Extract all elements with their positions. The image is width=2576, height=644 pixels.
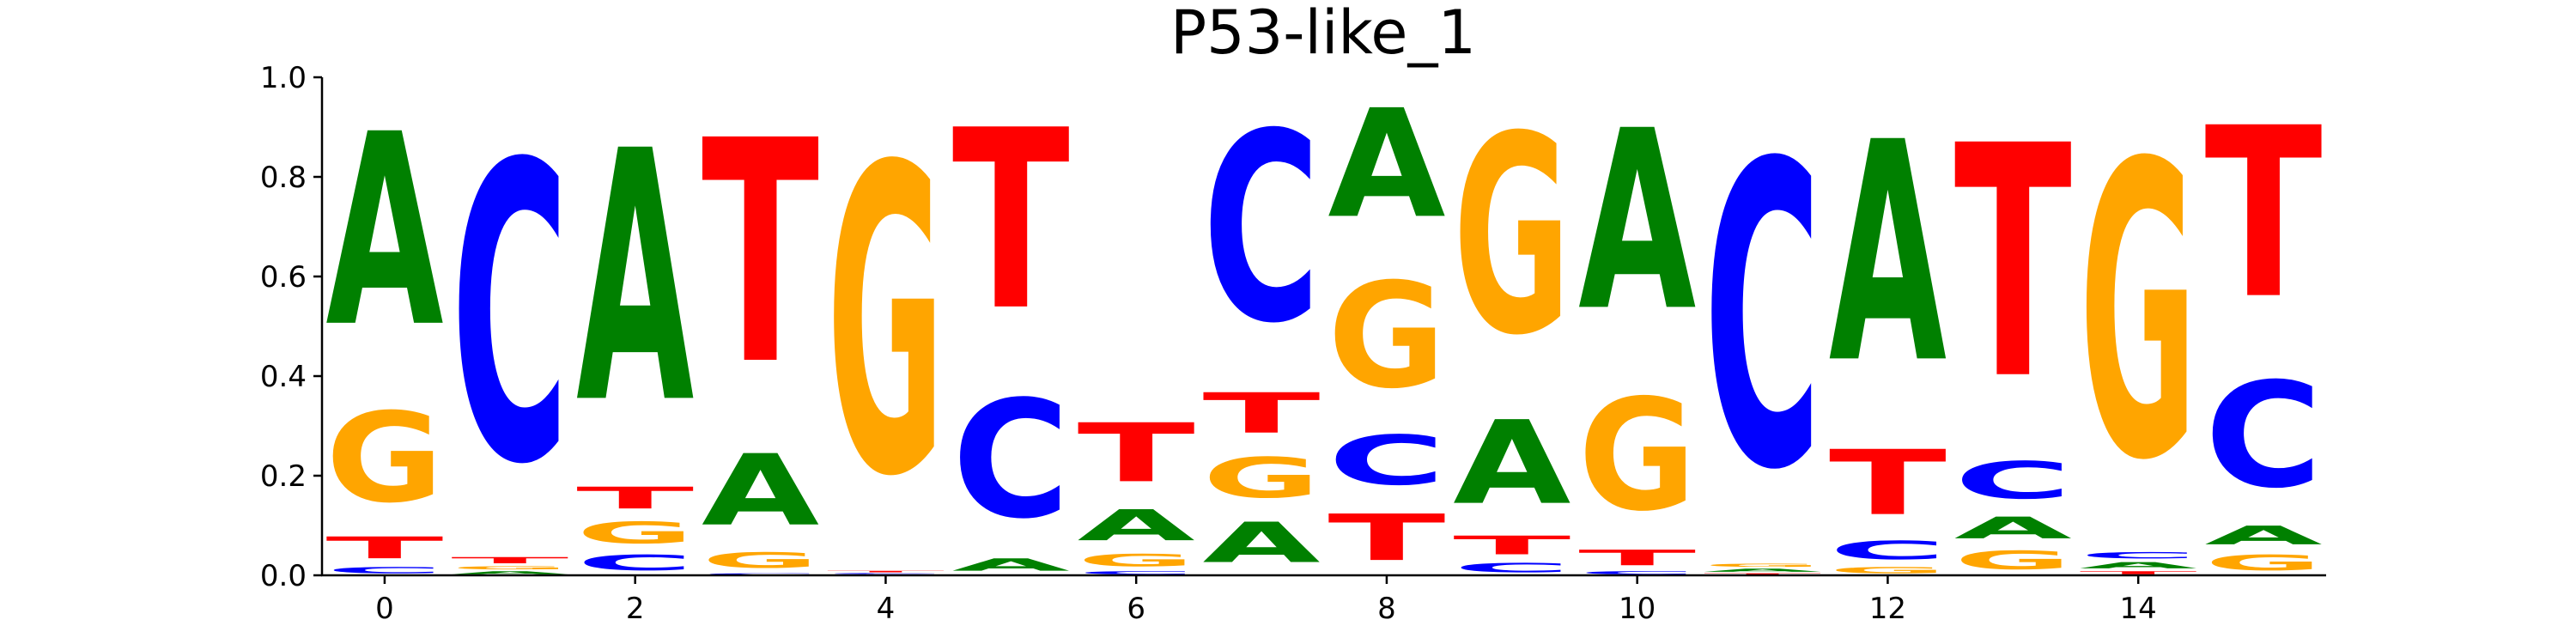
logo-letter-T-pos-4: T [827,570,945,573]
logo-letter-A-pos-15: A [2205,520,2323,550]
y-tick-label: 0.0 [260,559,307,593]
logo-letter-T-pos-6: T [1078,406,1195,501]
x-tick-label: 12 [1869,592,1906,626]
logo-letter-C-pos-8: C [1327,421,1445,500]
logo-letter-C-pos-12: C [1829,536,1947,566]
logo-letter-C-pos-0: C [325,565,443,575]
logo-letter-T-pos-8: T [1327,501,1445,575]
logo-letter-G-pos-8: G [1327,252,1445,421]
logo-letter-A-pos-14: A [2080,561,2197,571]
logo-letter-A-pos-3: A [702,434,819,548]
logo-letter-G-pos-2: G [576,516,694,550]
logo-letter-A-pos-5: A [952,555,1070,574]
logo-letter-G-pos-1: G [451,565,568,570]
x-tick-label: 2 [626,592,645,626]
logo-letter-A-pos-7: A [1203,511,1321,575]
y-tick-label: 0.2 [260,459,307,494]
logo-letter-C-pos-14: C [2080,550,2197,561]
y-tick-label: 0.4 [260,360,307,394]
logo-letter-A-pos-9: A [1453,397,1571,531]
x-tick-label: 10 [1619,592,1656,626]
logo-letter-T-pos-5: T [952,77,1070,365]
logo-letter-T-pos-12: T [1829,431,1947,536]
logo-letter-T-pos-7: T [1203,381,1321,446]
logo-letter-C-pos-3: C [702,573,819,575]
x-tick-label: 8 [1377,592,1396,626]
logo-letter-C-pos-13: C [1954,451,2072,511]
y-tick-label: 0.8 [260,161,307,195]
x-tick-label: 14 [2120,592,2157,626]
x-tick-label: 4 [877,592,896,626]
logo-letter-A-pos-0: A [325,79,443,386]
x-tick-label: 6 [1127,592,1145,626]
logo-letter-G-pos-11: G [1704,562,1821,568]
logo-letter-G-pos-15: G [2205,550,2323,575]
logo-letter-C-pos-5: C [952,367,1070,555]
logo-letter-G-pos-3: G [702,548,819,573]
logo-letter-T-pos-2: T [576,481,694,515]
logo-letter-T-pos-15: T [2205,79,2323,350]
logo-letter-G-pos-12: G [1829,565,1947,575]
logo-letter-C-pos-9: C [1453,561,1571,575]
logo-letter-T-pos-10: T [1578,545,1696,570]
logo-letter-G-pos-13: G [1954,546,2072,575]
logo-letter-G-pos-6: G [1078,550,1195,570]
logo-letter-A-pos-13: A [1954,511,2072,545]
logo-letter-A-pos-1: A [451,570,568,575]
y-tick-label: 1.0 [260,61,307,95]
logo-letter-T-pos-13: T [1954,79,2073,450]
chart-title: P53-like_1 [1170,0,1476,68]
chart-axes: 0.0 0.2 0.4 0.6 0.8 1.0 0 2 4 6 8 10 12 14 [260,61,2326,626]
logo-letter-C-pos-4: C [827,573,945,574]
logo-letter-G-pos-14: G [2080,79,2197,550]
logo-letter-G-pos-7: G [1203,446,1321,510]
logo-letter-A-pos-2: A [576,79,695,480]
logo-letter-A-pos-11: A [1704,568,1821,573]
logo-letter-G-pos-0: G [325,386,443,531]
logo-letter-C-pos-7: C [1203,79,1321,380]
logo-letter-C-pos-2: C [576,550,694,575]
logo-letter-C-pos-15: C [2205,351,2323,519]
logo-letter-T-pos-1: T [451,556,568,566]
logo-letter-C-pos-11: C [1704,75,1821,561]
logo-letter-A-pos-8: A [1327,78,1445,252]
x-tick-label: 0 [375,592,394,626]
logo-letter-T-pos-9: T [1453,531,1571,561]
logo-letter-T-pos-11: T [1704,573,1821,575]
logo-letter-C-pos-6: C [1078,570,1195,575]
logo-letter-T-pos-0: T [325,531,443,565]
logo-letter-T-pos-14: T [2080,570,2197,575]
logo-letter-A-pos-10: A [1578,78,1696,366]
logo-letter-C-pos-10: C [1578,570,1696,575]
logo-letter-A-pos-12: A [1829,77,1947,430]
logo-letter-G-pos-9: G [1453,78,1571,395]
logo-letter-T-pos-3: T [702,76,820,433]
logo-letter-A-pos-6: A [1078,501,1196,550]
logo-letter-G-pos-4: G [827,80,945,569]
logo-letter-C-pos-1: C [451,79,568,555]
logo-letter-G-pos-10: G [1578,367,1696,545]
logo-letters: CTGAAGTCCGTACGATACTGGACTCGATAGTCTCGACTAG… [325,75,2322,575]
y-tick-label: 0.6 [260,260,307,295]
